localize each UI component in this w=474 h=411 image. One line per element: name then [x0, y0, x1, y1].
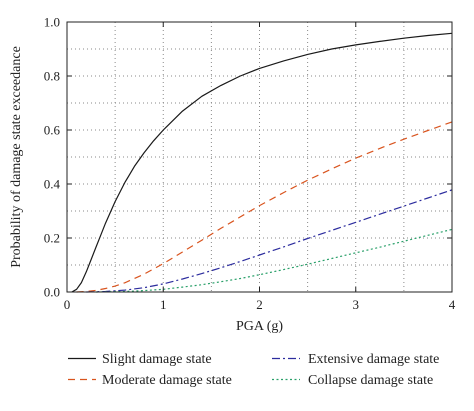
legend-label: Moderate damage state — [102, 373, 232, 388]
x-tick-label: 4 — [449, 297, 456, 312]
ticks: 0 1 2 3 4 0.0 0.2 0.4 0.6 0.8 1.0 — [44, 15, 456, 313]
y-tick-label: 1.0 — [44, 15, 60, 30]
x-tick-label: 0 — [64, 297, 71, 312]
x-axis-title: PGA (g) — [236, 319, 283, 334]
series-line-moderate — [76, 121, 453, 293]
legend-label: Collapse damage state — [308, 373, 433, 388]
series-line-slight — [71, 32, 453, 293]
y-tick-label: 0.4 — [44, 177, 61, 192]
legend-label: Extensive damage state — [308, 352, 439, 367]
y-tick-label: 0.8 — [44, 69, 60, 84]
series-layer — [71, 32, 453, 293]
x-tick-label: 2 — [256, 297, 263, 312]
y-axis-title: Probability of damage state exceedance — [9, 46, 24, 268]
legend-label: Slight damage state — [102, 352, 212, 367]
legend: Slight damage state Extensive damage stat… — [68, 352, 439, 388]
x-tick-label: 3 — [353, 297, 360, 312]
y-tick-label: 0.6 — [44, 123, 61, 138]
x-tick-label: 1 — [160, 297, 167, 312]
y-tick-label: 0.0 — [44, 285, 60, 300]
grid — [67, 22, 452, 292]
series-line-extensive — [86, 189, 453, 293]
y-tick-label: 0.2 — [44, 231, 60, 246]
